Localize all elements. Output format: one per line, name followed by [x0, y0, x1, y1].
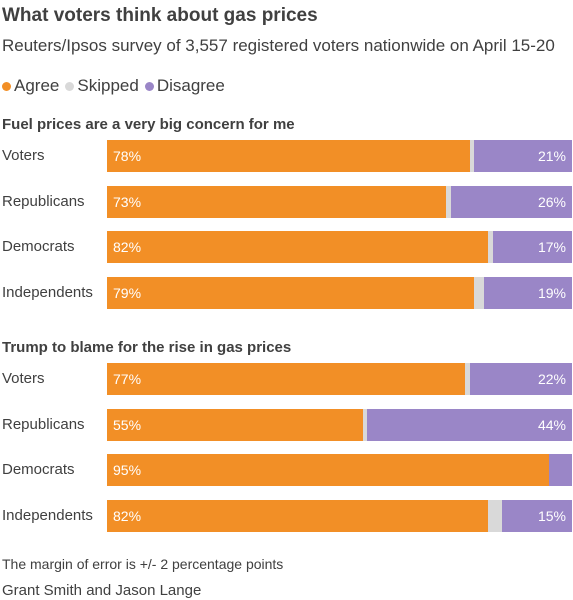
stacked-bar: 82% 17% [107, 231, 572, 263]
bar-segment-disagree [451, 185, 572, 218]
data-label-disagree: 22% [537, 371, 566, 387]
legend-label-agree: Agree [14, 76, 60, 95]
legend: Agree Skipped Disagree [2, 76, 231, 96]
bar-segment-disagree [367, 408, 572, 441]
row-label: Republicans [2, 415, 85, 433]
row-label: Voters [2, 147, 45, 164]
legend-swatch-disagree [144, 81, 154, 91]
bar-segment-disagree [469, 363, 572, 395]
panel-title: Trump to blame for the rise in gas price… [2, 339, 292, 356]
bar-segment-disagree [492, 231, 572, 263]
row-label: Voters [2, 370, 45, 387]
stacked-bar: 95% [107, 454, 572, 486]
data-label-disagree: 17% [537, 239, 566, 255]
legend-item-agree: Agree [2, 76, 59, 96]
row-label: Independents [2, 506, 93, 524]
legend-item-skipped: Skipped [65, 76, 139, 96]
bar-segment-agree [107, 276, 475, 309]
stacked-bar: 82% 15% [107, 499, 572, 532]
data-label-agree: 78% [113, 148, 142, 164]
row-label: Democrats [2, 461, 75, 478]
legend-swatch-skipped [65, 81, 75, 91]
row-label: Independents [2, 283, 93, 301]
legend-label-disagree: Disagree [156, 76, 225, 95]
stacked-bar: 55% 44% [107, 408, 572, 441]
data-label-agree: 95% [113, 462, 142, 478]
stacked-bar: 78% 21% [107, 140, 572, 172]
bar-segment-agree [107, 499, 489, 532]
bar-segment-agree [107, 140, 470, 172]
bar-segment-disagree [502, 499, 572, 532]
footer-note: The margin of error is +/- 2 percentage … [2, 556, 284, 572]
data-label-disagree: 26% [537, 193, 566, 210]
stacked-bar: 77% 22% [107, 363, 572, 395]
data-label-agree: 82% [113, 239, 142, 255]
data-label-disagree: 44% [537, 416, 566, 433]
bar-segment-agree [107, 454, 549, 486]
panel-title: Fuel prices are a very big concern for m… [2, 116, 295, 133]
stacked-bar: 73% 26% [107, 185, 572, 218]
bar-segment-agree [107, 185, 447, 218]
bar-segment-agree [107, 408, 363, 441]
data-label-agree: 79% [113, 284, 142, 301]
legend-item-disagree: Disagree [144, 76, 225, 96]
bar-segment-agree [107, 231, 489, 263]
row-label: Democrats [2, 238, 75, 255]
data-label-disagree: 15% [537, 507, 566, 524]
bar-segment-disagree [474, 140, 572, 172]
data-label-agree: 77% [113, 371, 142, 387]
data-label-agree: 55% [113, 416, 142, 433]
stacked-bar: 79% 19% [107, 276, 572, 309]
chart-title: What voters think about gas prices [2, 5, 318, 26]
chart-subtitle: Reuters/Ipsos survey of 3,557 registered… [2, 36, 555, 55]
data-label-agree: 73% [113, 193, 142, 210]
legend-label-skipped: Skipped [77, 76, 139, 95]
bar-segment-disagree [483, 276, 572, 309]
data-label-disagree: 21% [537, 148, 566, 164]
data-label-agree: 82% [113, 507, 142, 524]
bar-segment-agree [107, 363, 466, 395]
footer-credit: Grant Smith and Jason Lange [2, 582, 202, 599]
legend-swatch-agree [2, 81, 11, 91]
row-label: Republicans [2, 192, 85, 210]
data-label-disagree: 19% [537, 284, 566, 301]
bar-segment-disagree [548, 454, 572, 486]
